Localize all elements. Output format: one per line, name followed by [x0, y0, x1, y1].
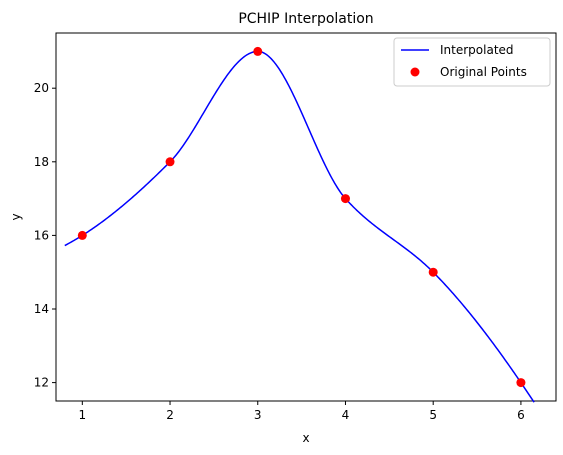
x-axis-label: x [302, 431, 309, 445]
y-tick-label: 20 [34, 81, 49, 95]
plot-area [55, 32, 557, 402]
x-tick-label: 2 [166, 408, 174, 422]
data-point [253, 46, 263, 56]
y-tick-label: 12 [34, 376, 49, 390]
legend-label-original-points: Original Points [440, 65, 527, 79]
y-axis-ticks: 12 14 16 18 20 [34, 81, 56, 390]
legend: Interpolated Original Points [393, 37, 551, 87]
y-tick-label: 18 [34, 155, 49, 169]
x-axis-ticks: 1 2 3 4 5 6 [78, 401, 525, 422]
x-tick-label: 1 [78, 408, 86, 422]
y-tick-label: 16 [34, 228, 49, 242]
x-tick-label: 6 [517, 408, 525, 422]
y-axis-label: y [9, 213, 23, 220]
series-line-interpolated [64, 50, 535, 403]
data-point [165, 157, 175, 167]
plot-frame [55, 32, 557, 402]
data-point [77, 230, 87, 240]
x-tick-label: 5 [429, 408, 437, 422]
x-tick-label: 3 [254, 408, 262, 422]
chart-title: PCHIP Interpolation [238, 11, 373, 27]
data-point [516, 378, 526, 388]
legend-label-interpolated: Interpolated [440, 43, 514, 57]
y-tick-label: 14 [34, 302, 49, 316]
x-tick-label: 4 [342, 408, 350, 422]
series-layer [64, 46, 535, 403]
legend-box [393, 37, 551, 87]
data-point [428, 267, 438, 277]
data-point [340, 194, 350, 204]
legend-point-swatch [410, 67, 420, 77]
